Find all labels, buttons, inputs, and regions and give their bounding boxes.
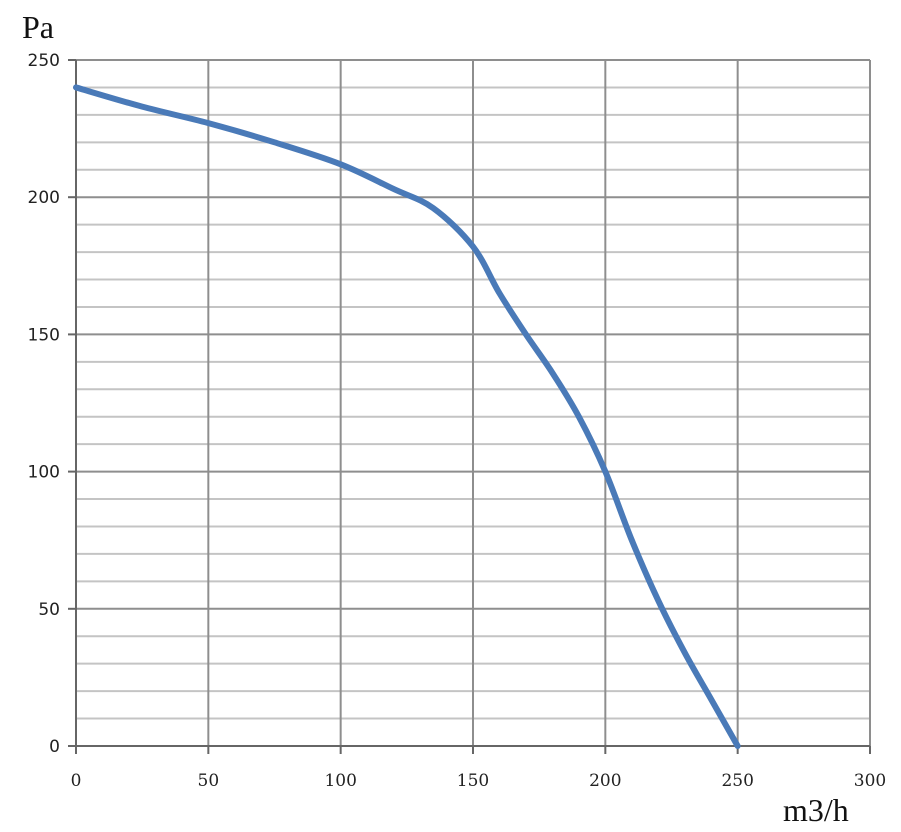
- y-tick-label: 50: [38, 600, 60, 620]
- series-line: [73, 84, 741, 749]
- x-tick-label: 250: [721, 771, 753, 791]
- y-tick-label: 150: [28, 325, 60, 345]
- y-tick-label: 200: [28, 188, 60, 208]
- x-tick-label: 200: [589, 771, 621, 791]
- x-axis-label: m3/h: [783, 792, 849, 828]
- x-tick-label: 150: [457, 771, 489, 791]
- x-tick-labels: 0 50 100 150 200 250 300: [71, 771, 887, 791]
- x-tick-label: 300: [854, 771, 886, 791]
- y-tick-label: 0: [49, 737, 60, 757]
- grid: [76, 59, 871, 746]
- x-tick-label: 100: [324, 771, 356, 791]
- y-tick-label: 100: [28, 463, 60, 483]
- y-tick-label: 250: [28, 51, 60, 71]
- x-tick-label: 0: [71, 771, 82, 791]
- x-tick-label: 50: [198, 771, 220, 791]
- series-group: [73, 84, 741, 749]
- axes: [68, 59, 871, 754]
- y-tick-labels: 0 50 100 150 200 250: [28, 51, 60, 757]
- y-axis-label: Pa: [22, 9, 54, 45]
